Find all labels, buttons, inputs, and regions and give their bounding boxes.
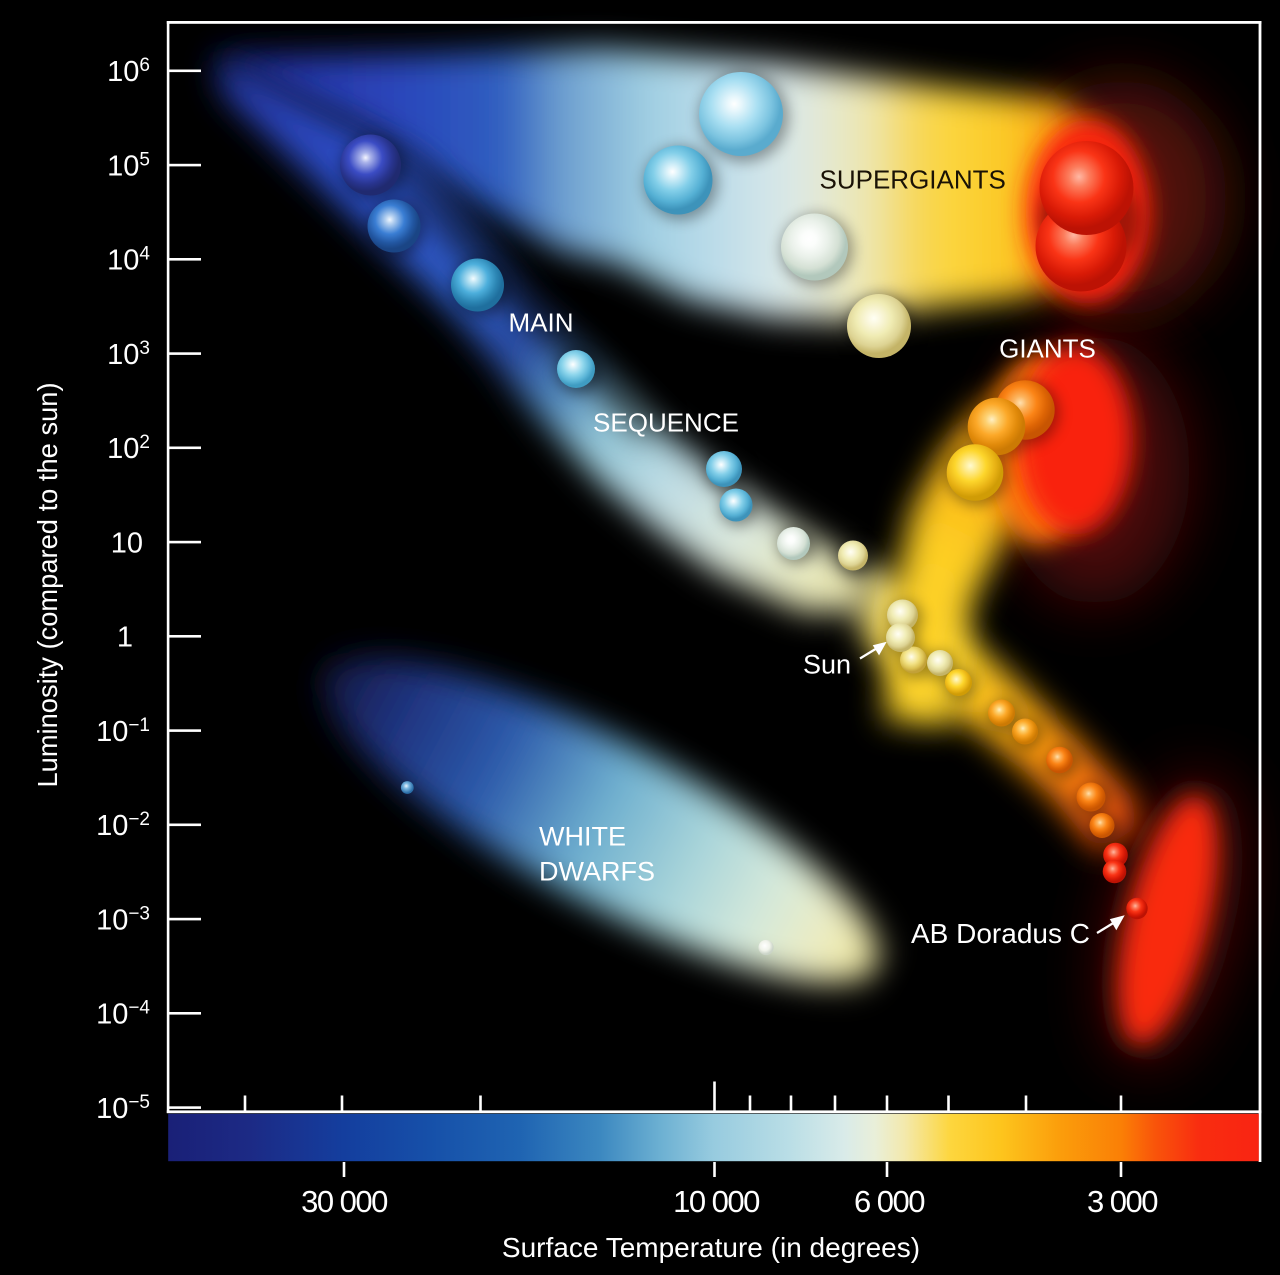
svg-text:AB Doradus C: AB Doradus C xyxy=(911,918,1090,949)
svg-text:Sun: Sun xyxy=(803,650,851,680)
svg-text:10: 10 xyxy=(111,527,143,559)
svg-text:1: 1 xyxy=(117,622,133,654)
svg-text:SEQUENCE: SEQUENCE xyxy=(593,408,739,438)
svg-text:SUPERGIANTS: SUPERGIANTS xyxy=(820,165,1006,195)
svg-text:30 000: 30 000 xyxy=(301,1184,388,1219)
svg-text:Luminosity (compared to the su: Luminosity (compared to the sun) xyxy=(32,382,63,787)
svg-text:6 000: 6 000 xyxy=(854,1184,925,1219)
svg-text:WHITE: WHITE xyxy=(539,822,626,852)
svg-text:GIANTS: GIANTS xyxy=(999,334,1096,364)
svg-text:10 000: 10 000 xyxy=(673,1184,760,1219)
svg-text:3 000: 3 000 xyxy=(1087,1184,1158,1219)
svg-text:MAIN: MAIN xyxy=(509,308,574,338)
svg-text:Surface Temperature (in degree: Surface Temperature (in degrees) xyxy=(502,1232,920,1263)
svg-text:DWARFS: DWARFS xyxy=(539,857,655,887)
